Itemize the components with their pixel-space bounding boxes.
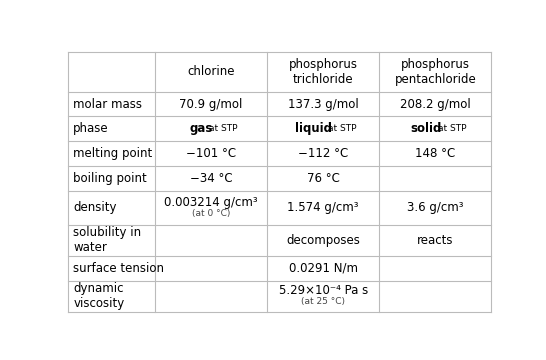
Text: solid: solid xyxy=(410,122,441,135)
Text: decomposes: decomposes xyxy=(286,234,360,247)
Text: phosphorus
trichloride: phosphorus trichloride xyxy=(289,58,358,86)
Text: liquid: liquid xyxy=(295,122,332,135)
Text: −101 °C: −101 °C xyxy=(186,147,236,160)
Text: at STP: at STP xyxy=(209,124,238,133)
Text: chlorine: chlorine xyxy=(187,65,235,78)
Text: 70.9 g/mol: 70.9 g/mol xyxy=(180,98,243,111)
Text: melting point: melting point xyxy=(73,147,152,160)
Text: phosphorus
pentachloride: phosphorus pentachloride xyxy=(394,58,476,86)
Text: gas: gas xyxy=(190,122,213,135)
Text: molar mass: molar mass xyxy=(73,98,143,111)
Text: −112 °C: −112 °C xyxy=(298,147,348,160)
Text: surface tension: surface tension xyxy=(73,262,164,275)
Text: at STP: at STP xyxy=(328,124,357,133)
Text: (at 0 °C): (at 0 °C) xyxy=(192,209,230,218)
Text: dynamic
viscosity: dynamic viscosity xyxy=(73,283,124,310)
Text: 76 °C: 76 °C xyxy=(307,172,340,185)
Text: solubility in
water: solubility in water xyxy=(73,226,141,255)
Text: phase: phase xyxy=(73,122,109,135)
Text: 148 °C: 148 °C xyxy=(415,147,455,160)
Text: 0.003214 g/cm³: 0.003214 g/cm³ xyxy=(164,196,258,209)
Text: (at 25 °C): (at 25 °C) xyxy=(301,297,345,306)
Text: boiling point: boiling point xyxy=(73,172,147,185)
Text: density: density xyxy=(73,201,117,214)
Text: 5.29×10⁻⁴ Pa s: 5.29×10⁻⁴ Pa s xyxy=(278,284,368,297)
Text: 3.6 g/cm³: 3.6 g/cm³ xyxy=(407,201,464,214)
Text: 208.2 g/mol: 208.2 g/mol xyxy=(400,98,471,111)
Text: 0.0291 N/m: 0.0291 N/m xyxy=(289,262,358,275)
Text: 1.574 g/cm³: 1.574 g/cm³ xyxy=(287,201,359,214)
Text: at STP: at STP xyxy=(437,124,466,133)
Text: −34 °C: −34 °C xyxy=(190,172,233,185)
Text: 137.3 g/mol: 137.3 g/mol xyxy=(288,98,359,111)
Text: reacts: reacts xyxy=(417,234,454,247)
